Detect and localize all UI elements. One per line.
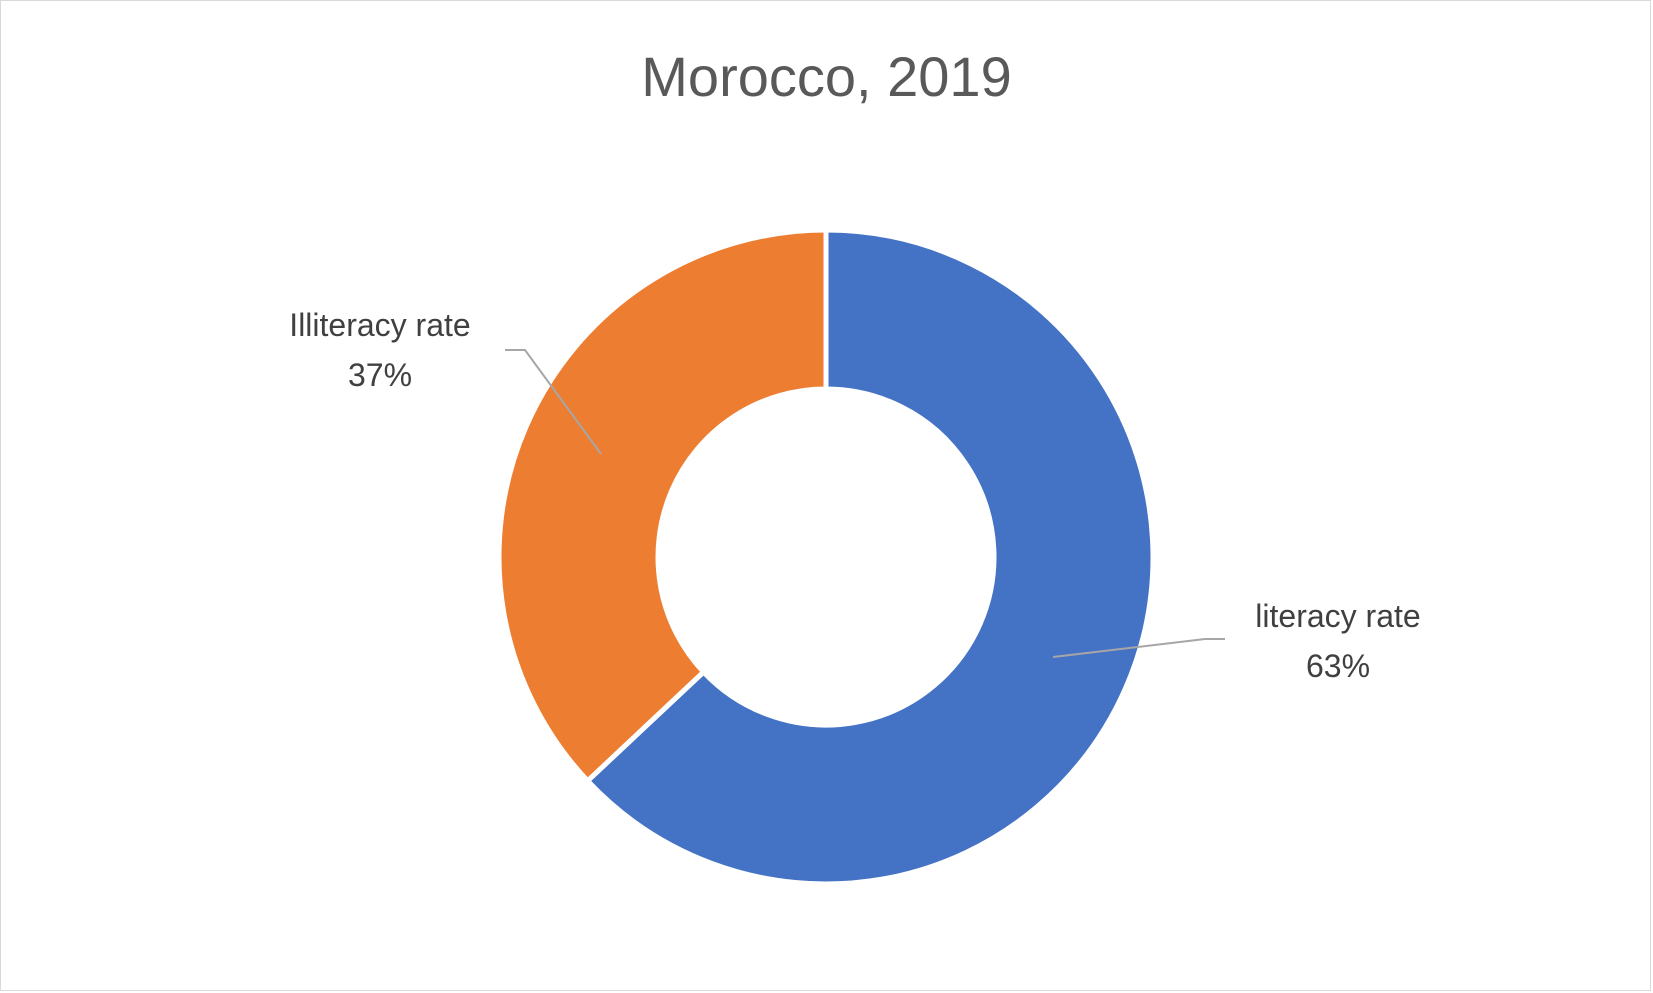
leader-line-illiteracy-rate [505, 349, 602, 455]
leader-lines [505, 349, 1225, 658]
chart-title: Morocco, 2019 [641, 45, 1012, 108]
donut-slices [496, 227, 1156, 887]
slice-labels: literacy rate 63% Illiteracy rate 37% [289, 307, 1420, 684]
slice-label-value-literacy-rate: 63% [1306, 648, 1370, 684]
leader-line-literacy-rate [1052, 638, 1225, 658]
slice-label-value-illiteracy-rate: 37% [348, 357, 412, 393]
slice-literacy-rate [584, 227, 1156, 887]
slice-label-category-illiteracy-rate: Illiteracy rate [289, 307, 470, 343]
slice-illiteracy-rate [496, 227, 829, 785]
slice-label-category-literacy-rate: literacy rate [1255, 598, 1420, 634]
